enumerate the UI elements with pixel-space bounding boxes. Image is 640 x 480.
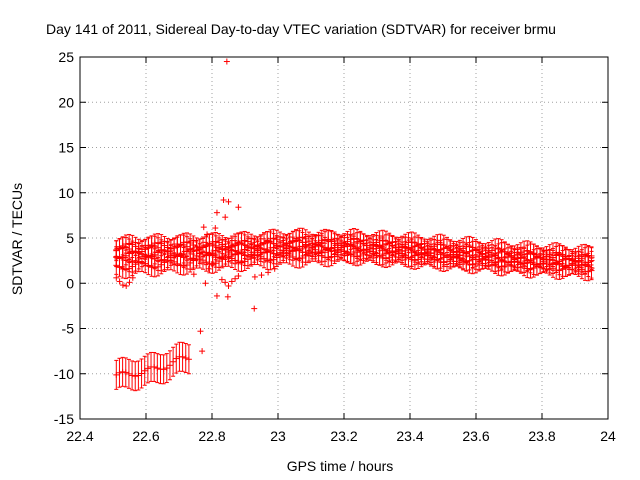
scatter-point <box>258 272 265 279</box>
scatter-points <box>113 58 278 355</box>
chart-title: Day 141 of 2011, Sidereal Day-to-day VTE… <box>46 21 556 37</box>
scatter-point <box>190 271 197 278</box>
scatter-point <box>223 58 230 65</box>
y-tick-label: 20 <box>58 94 74 110</box>
y-tick-label: -5 <box>62 321 75 337</box>
scatter-point <box>199 348 206 355</box>
scatter-point <box>232 275 239 282</box>
scatter-point <box>218 276 225 283</box>
scatter-point <box>197 328 204 335</box>
scatter-point <box>113 274 120 281</box>
x-tick-label: 23.6 <box>462 428 489 444</box>
scatter-point <box>213 292 220 299</box>
x-tick-label: 23.2 <box>330 428 357 444</box>
scatter-point <box>222 214 229 221</box>
scatter-point <box>251 305 258 312</box>
scatter-point <box>228 278 235 285</box>
scatter-point <box>123 282 130 289</box>
x-tick-label: 23.8 <box>528 428 555 444</box>
x-tick-label: 22.8 <box>198 428 225 444</box>
y-tick-label: 5 <box>66 230 74 246</box>
x-tick-label: 23.4 <box>396 428 423 444</box>
scatter-point <box>204 231 211 238</box>
x-tick-label: 24 <box>600 428 616 444</box>
scatter-point <box>116 278 123 285</box>
scatter-point <box>220 196 227 203</box>
y-tick-label: -15 <box>54 411 74 427</box>
y-tick-label: 0 <box>66 275 74 291</box>
y-tick-label: 10 <box>58 185 74 201</box>
error-band-band-low <box>113 341 192 392</box>
scatter-point <box>225 198 232 205</box>
error-band-band-5 <box>113 227 595 271</box>
scatter-point <box>235 204 242 211</box>
scatter-point <box>224 293 231 300</box>
scatter-point <box>212 225 219 232</box>
tick-layer: 22.4 22.6 22.8 23 23.2 23.4 23.6 23.8 24 -15 -10 -5… <box>54 49 616 444</box>
scatter-point <box>265 269 272 276</box>
x-tick-label: 23 <box>270 428 286 444</box>
scatter-point <box>235 273 242 280</box>
scatter-point <box>213 209 220 216</box>
scatter-point <box>202 280 209 287</box>
scatter-point <box>129 274 136 281</box>
scatter-point <box>200 224 207 231</box>
x-axis-label: GPS time / hours <box>287 458 394 474</box>
scatter-point <box>225 282 232 289</box>
scatter-point <box>209 261 215 268</box>
scatter-point <box>119 282 126 289</box>
scatter-point <box>126 279 133 286</box>
scatter-point <box>251 273 258 280</box>
x-tick-label: 22.4 <box>66 428 93 444</box>
y-tick-label: -10 <box>54 366 74 382</box>
y-tick-label: 15 <box>58 140 74 156</box>
scatter-point <box>205 265 212 272</box>
y-axis-label: SDTVAR / TECUs <box>9 183 25 295</box>
scatter-point <box>222 279 229 286</box>
y-tick-label: 25 <box>58 49 74 65</box>
data-layer <box>113 58 595 392</box>
scatter-point <box>271 265 278 272</box>
x-tick-label: 22.6 <box>132 428 159 444</box>
